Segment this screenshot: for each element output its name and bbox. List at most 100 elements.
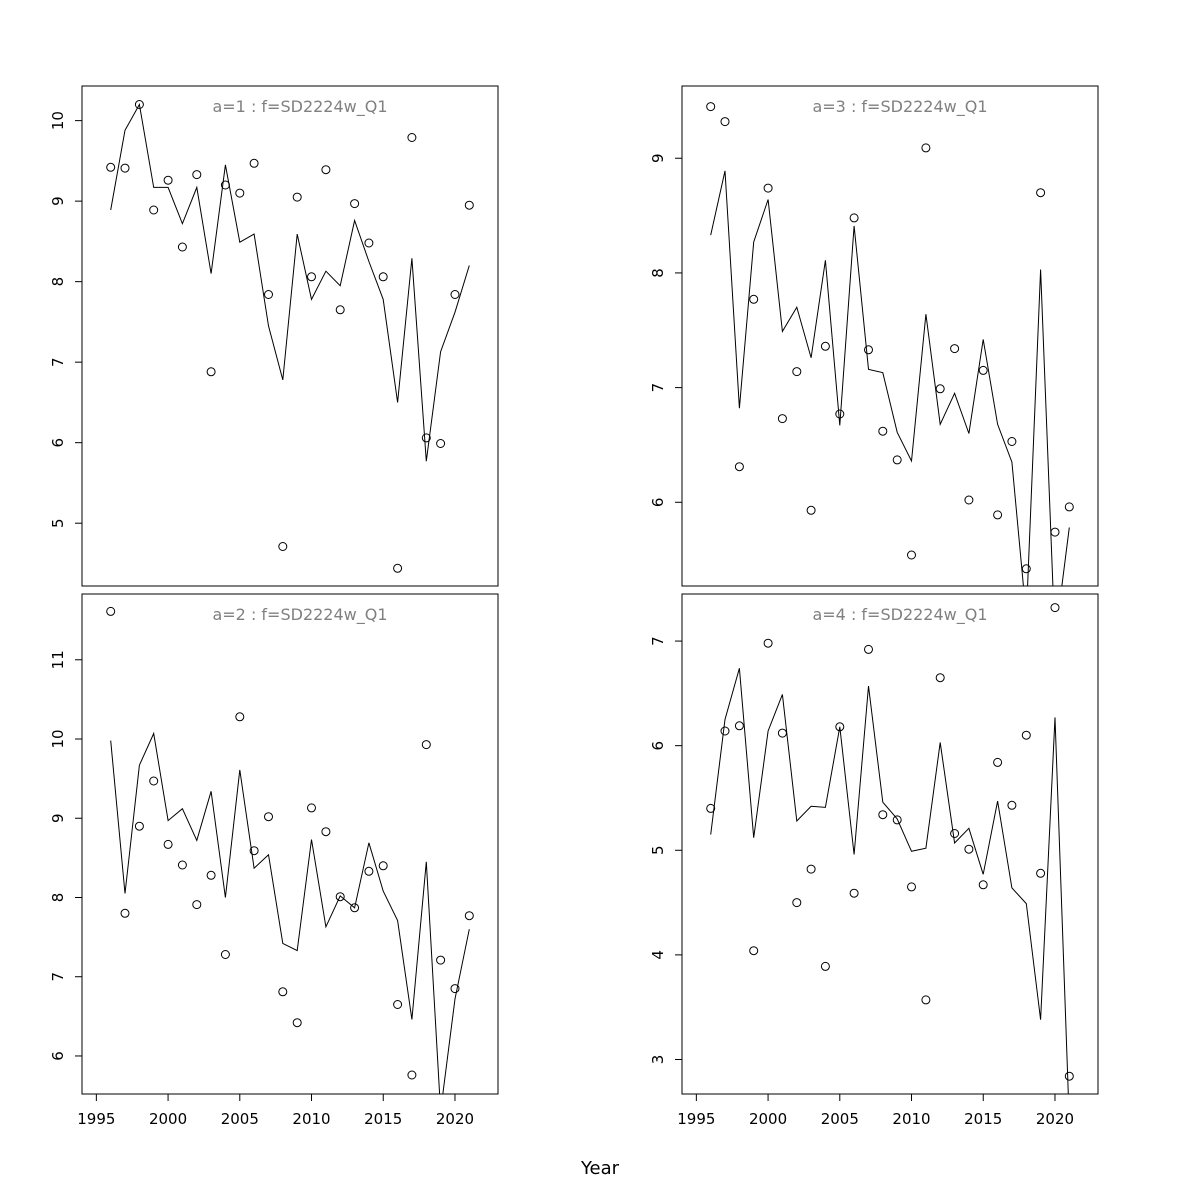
panel-a3-observed-point (964, 495, 974, 505)
panel-a3-observed-point (978, 365, 988, 375)
panel-a2-observed-point (106, 606, 116, 616)
panel-a2-x-tick-label: 2005 (221, 1110, 259, 1128)
panel-a4-title: a=4 : f=SD2224w_Q1 (812, 605, 987, 625)
panel-a3-observed-point (706, 102, 716, 112)
panel-a1-title: a=1 : f=SD2224w_Q1 (212, 97, 387, 117)
panel-a4-observed-point (864, 644, 873, 654)
panel-a4-observed-point (1021, 730, 1031, 740)
panel-a1-observed-point (421, 433, 431, 443)
panel-a2-x-tick-label: 1995 (77, 1110, 115, 1128)
panel-a4-observed-point (921, 995, 931, 1005)
panel-a2-observed-point (335, 892, 345, 902)
panel-a4-y-axis: 3 4 5 6 7 (649, 636, 683, 1065)
panel-a1-fitted-line (110, 103, 470, 462)
panel-a4-x-tick-label: 2000 (749, 1110, 787, 1128)
panel-a2-x-tick-label: 2010 (292, 1110, 330, 1128)
panel-a2-observed-point (220, 950, 230, 959)
panel-a2-x-tick-label: 2015 (364, 1110, 402, 1128)
panel-a2-observed-point (177, 860, 187, 870)
panel-a1-observed-point (149, 205, 159, 215)
panel-a4-observed-point (993, 757, 1003, 767)
panel-a3-observed-point (763, 183, 773, 193)
panel-a4-observed-point (1007, 800, 1017, 810)
panel-a4-fitted-line (710, 668, 1069, 1094)
panel-a2-title: a=2 : f=SD2224w_Q1 (212, 605, 387, 625)
panel-a4-x-tick-label: 2010 (892, 1110, 930, 1128)
panel-a3-series (706, 102, 1074, 586)
panel-a2-x-tick-label: 2020 (436, 1110, 474, 1128)
panel-a3-observed-point (820, 341, 830, 351)
panel-a1-observed-point (378, 272, 388, 282)
panel-a2-x-tick-label: 2000 (149, 1110, 187, 1128)
panel-a2-y-tick-label: 6 (49, 1051, 67, 1061)
panel-a1-y-tick-label: 9 (49, 196, 67, 206)
panel-a3-observed-point (1064, 502, 1074, 512)
panel-a2-observed-point (464, 911, 474, 921)
panel-a1-observed-point (106, 162, 116, 172)
panel-a2-observed-point (149, 776, 159, 786)
panel-a3-observed-point (720, 117, 730, 127)
panel-a3-y-axis: 6 7 8 9 (649, 153, 683, 508)
panel-a4-y-tick-label: 3 (649, 1055, 667, 1065)
panel-a4-observed-point (763, 638, 773, 648)
panel-a3-observed-point (935, 384, 945, 394)
panel-a4-x-tick-label: 2020 (1036, 1110, 1074, 1128)
panel-a1-observed-point (307, 272, 316, 282)
panel-a4-observed-point (878, 810, 888, 820)
panel-a1-series (106, 100, 474, 573)
panel-a3-y-tick-label: 8 (649, 268, 667, 278)
panel-a4-x-tick-label: 2005 (821, 1110, 859, 1128)
panel-a2-observed-point (264, 812, 273, 822)
panel-a2-y-axis: 6 7 8 9 10 11 (49, 650, 83, 1061)
panel-a1-observed-point (335, 305, 345, 315)
panel-a4-series (706, 603, 1074, 1094)
panel-a4: a=4 : f=SD2224w_Q1 3 4 5 6 7 1995 2000 2005 201… (649, 593, 1099, 1128)
panel-a2-observed-point (206, 870, 216, 880)
panel-a4-observed-point (835, 722, 845, 732)
panel-a3-observed-point (792, 367, 802, 377)
panel-a2-series (106, 606, 474, 1094)
panel-a4-observed-point (749, 946, 759, 956)
panel-a2-observed-point (235, 712, 245, 722)
panel-a2-observed-point (421, 740, 431, 750)
panel-a2-y-tick-label: 11 (49, 650, 67, 669)
panel-a2-observed-point (249, 846, 259, 856)
panel-a2-y-tick-label: 10 (49, 729, 67, 748)
panel-a3-y-tick-label: 6 (649, 498, 667, 508)
panel-a4-y-tick-label: 6 (649, 741, 667, 751)
panel-a3-y-tick-label: 7 (649, 383, 667, 393)
panel-a2-x-axis: 1995 2000 2005 2010 2015 2020 (77, 1093, 474, 1128)
panel-a1-observed-point (134, 100, 144, 109)
panel-a4-observed-point (720, 726, 730, 736)
panel-a1-y-axis: 5 6 7 8 9 10 (49, 111, 83, 528)
panel-a2-observed-point (364, 866, 374, 876)
panel-a3-observed-point (1007, 437, 1017, 446)
panel-a3-observed-point (878, 426, 888, 436)
panel-a1-observed-point (393, 563, 403, 573)
panel-a2-observed-point (450, 984, 460, 994)
panel-a4-observed-point (706, 803, 716, 813)
panel-a2-observed-point (307, 803, 316, 813)
panel-a1-observed-point (350, 199, 360, 209)
panel-a1-observed-point (120, 163, 130, 173)
panel-a4-observed-point (1050, 603, 1060, 613)
panel-a4-observed-point (935, 673, 945, 683)
panel-a3-title: a=3 : f=SD2224w_Q1 (812, 97, 987, 117)
panel-a2-observed-point (407, 1070, 417, 1080)
panel-a3-observed-point (806, 505, 816, 515)
panel-a2-observed-point (163, 839, 173, 849)
panel-a4-y-tick-label: 7 (649, 636, 667, 646)
panel-a1-observed-point (450, 290, 460, 299)
panel-a1-y-tick-label: 8 (49, 277, 67, 287)
panel-a1-observed-point (249, 158, 259, 168)
panel-a4-observed-point (1064, 1071, 1074, 1081)
panel-a1-observed-point (163, 175, 173, 185)
panel-a3-observed-point (849, 213, 859, 223)
panel-a3-observed-point (835, 409, 845, 419)
panel-a4-observed-point (820, 961, 830, 971)
panel-a3-fitted-line (710, 170, 1070, 586)
panel-a3: a=3 : f=SD2224w_Q1 6 7 8 9 (649, 85, 1099, 587)
panel-a1-observed-point (407, 133, 417, 142)
